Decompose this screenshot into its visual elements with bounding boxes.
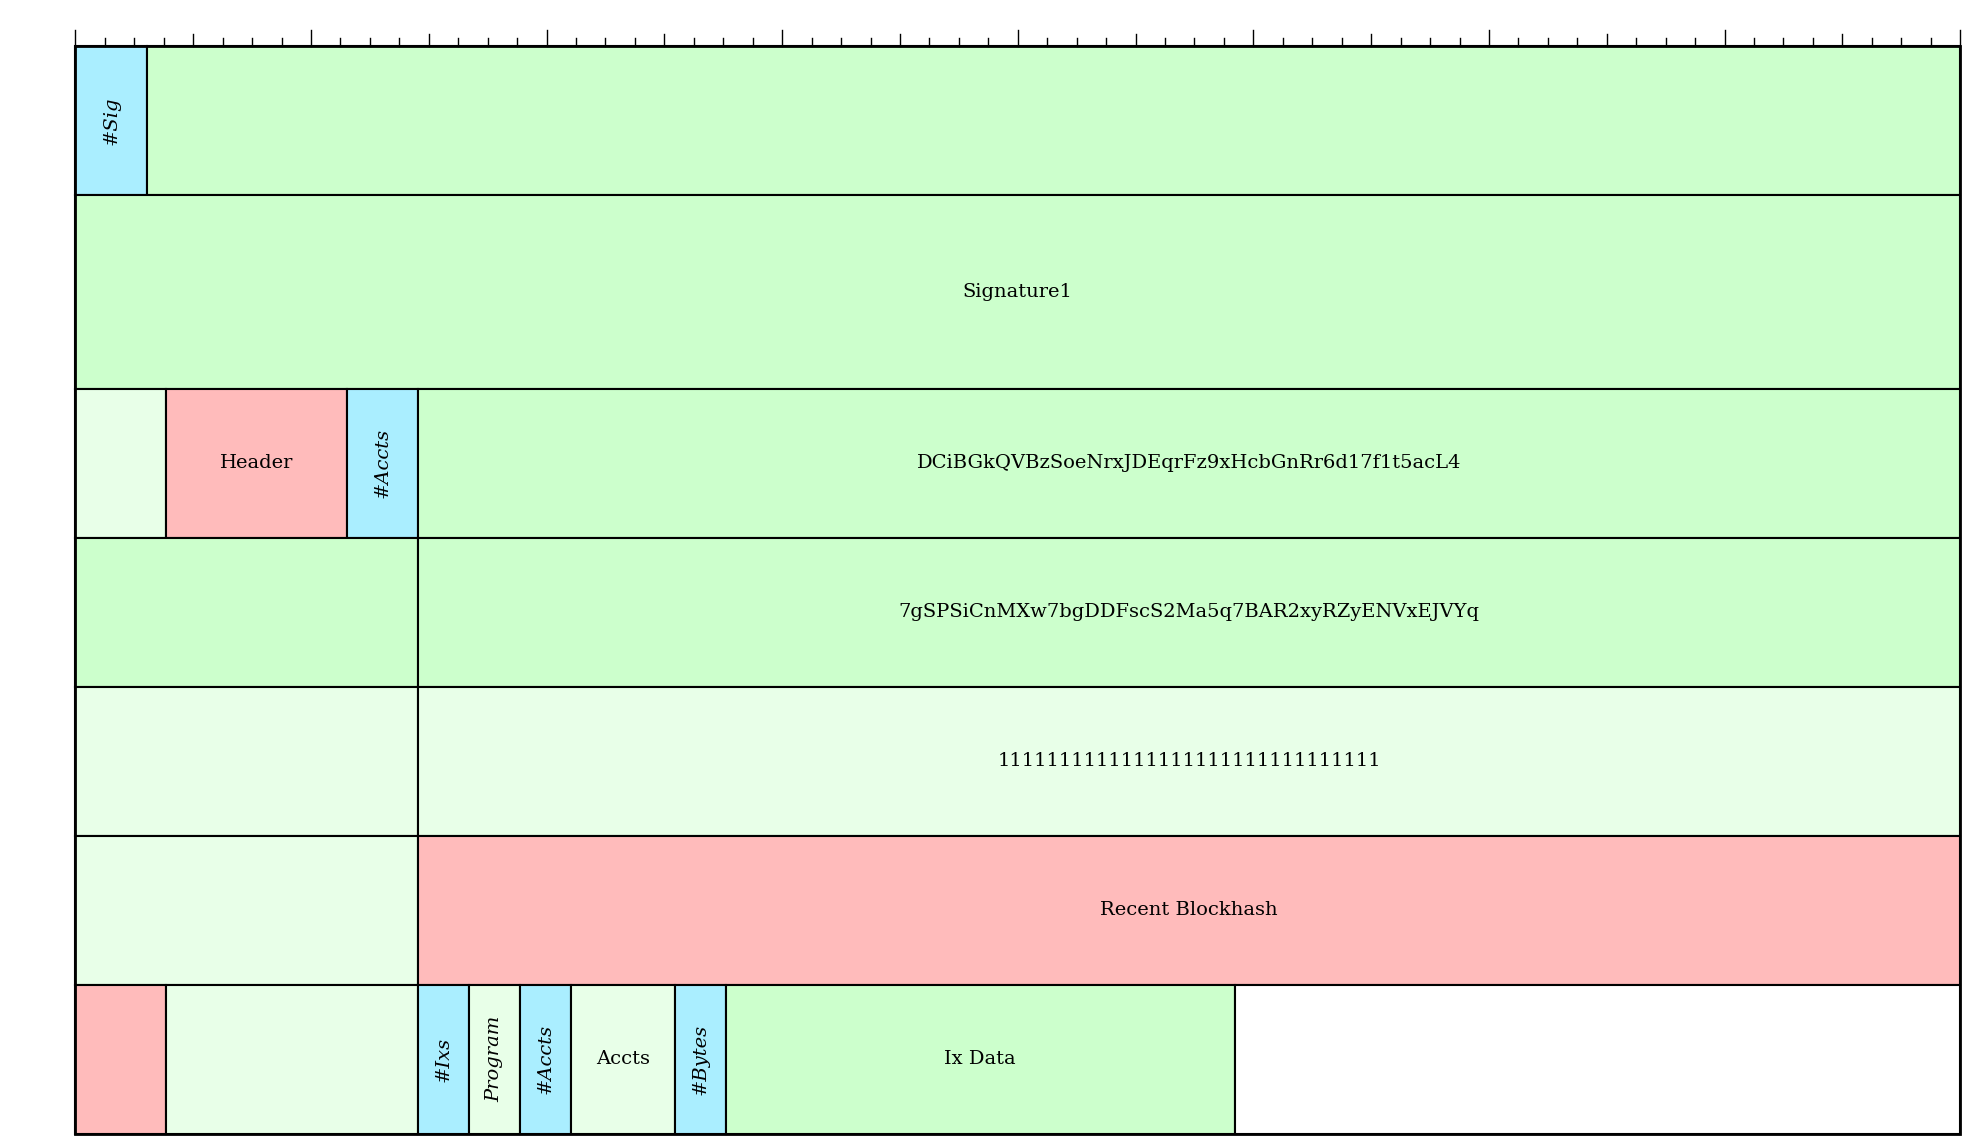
Bar (419, 687, 1960, 836)
Bar (571, 985, 675, 1134)
Bar (470, 985, 520, 1134)
Text: DCiBGkQVBzSoeNrxJDEqrFz9xHcbGnRr6d17f1t5acL4: DCiBGkQVBzSoeNrxJDEqrFz9xHcbGnRr6d17f1t5… (917, 455, 1462, 472)
Bar (520, 985, 571, 1134)
Bar (726, 985, 1234, 1134)
Text: 1111111111111111111111111111111: 1111111111111111111111111111111 (998, 752, 1381, 771)
Bar (75, 687, 419, 836)
Bar (75, 388, 167, 537)
Bar (75, 46, 147, 195)
Bar (347, 388, 419, 537)
Bar (75, 836, 419, 985)
Bar (675, 985, 726, 1134)
Bar (1234, 985, 1960, 1134)
Text: Header: Header (220, 455, 294, 472)
Bar (419, 388, 1960, 537)
Bar (419, 985, 470, 1134)
Text: #Bytes: #Bytes (690, 1024, 708, 1095)
Bar (167, 388, 347, 537)
Bar (419, 836, 1960, 985)
Text: Ix Data: Ix Data (944, 1050, 1016, 1068)
Bar (75, 985, 167, 1134)
Text: #Sig: #Sig (103, 96, 121, 144)
Text: Recent Blockhash: Recent Blockhash (1101, 901, 1278, 919)
Bar (167, 985, 419, 1134)
Text: Program: Program (486, 1016, 504, 1103)
Bar (75, 195, 1960, 388)
Text: #Accts: #Accts (373, 428, 391, 498)
Text: Signature1: Signature1 (962, 283, 1073, 301)
Text: Accts: Accts (595, 1050, 651, 1068)
Bar (419, 537, 1960, 687)
Bar (75, 537, 419, 687)
Text: 7gSPSiCnMXw7bgDDFscS2Ma5q7BAR2xyRZyENVxEJVYq: 7gSPSiCnMXw7bgDDFscS2Ma5q7BAR2xyRZyENVxE… (899, 603, 1480, 621)
Text: #Ixs: #Ixs (434, 1036, 452, 1082)
Text: #Accts: #Accts (536, 1024, 556, 1095)
Bar (147, 46, 1960, 195)
